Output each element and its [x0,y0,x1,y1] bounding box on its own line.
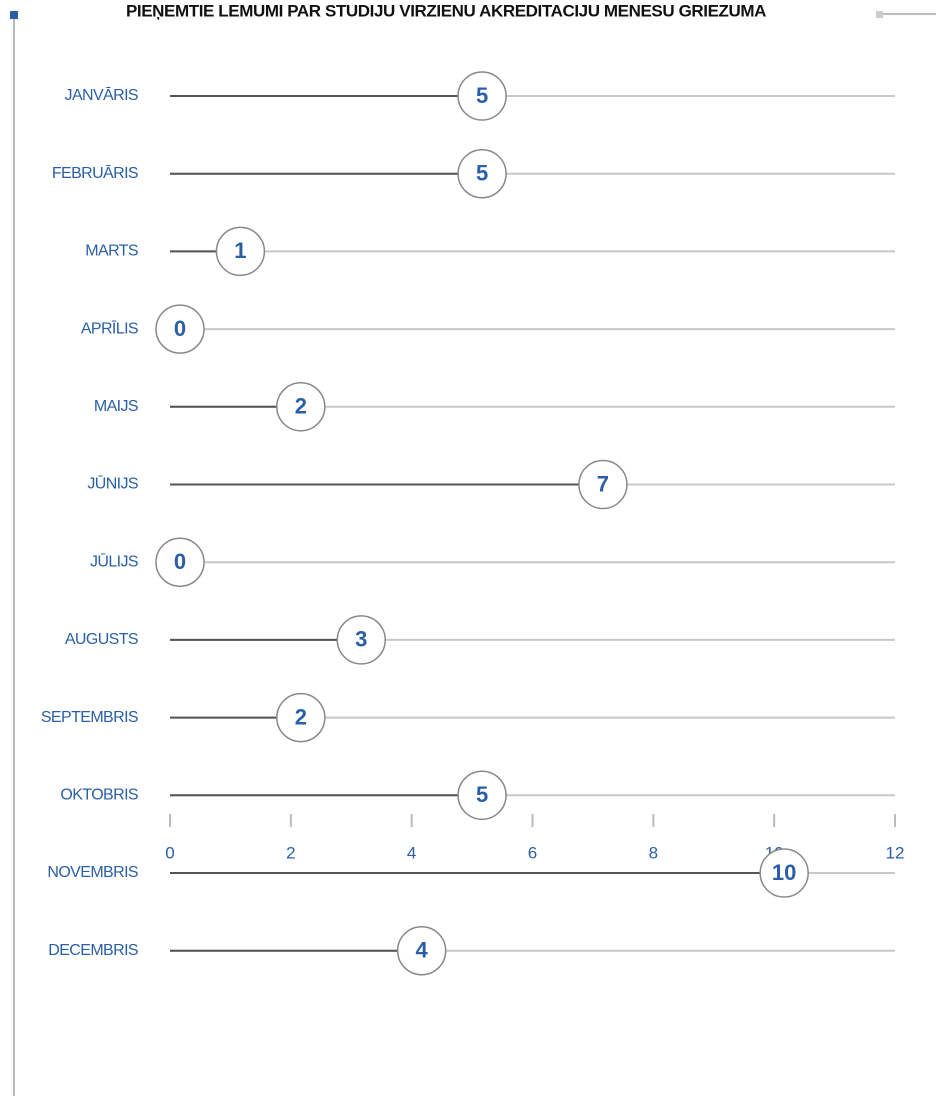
value-label: 3 [355,627,367,652]
y-tick-label: JŪLIJS [90,552,138,570]
y-tick-label: DECEMBRIS [48,942,138,959]
x-tick-label: 4 [407,843,416,862]
y-tick-label: JANVĀRIS [65,86,138,104]
x-tick-label: 8 [649,843,658,862]
value-label: 1 [234,238,246,263]
y-tick-label: OKTOBRIS [60,787,138,804]
y-tick-label: SEPTEMBRIS [41,709,138,726]
x-tick-label: 0 [165,843,174,862]
frame-marker [876,11,883,18]
value-label: 2 [295,394,307,419]
y-tick-label: AUGUSTS [65,631,138,648]
value-label: 10 [772,860,796,885]
dot [155,537,205,587]
dot [276,692,326,743]
value-label: 5 [476,782,488,807]
y-tick-label: FEBRUĀRIS [52,164,138,182]
value-label: 0 [174,549,186,574]
value-label: 5 [476,83,488,108]
value-label: 4 [416,938,429,963]
dot [396,925,447,976]
value-label: 7 [597,471,609,496]
dot [276,382,326,432]
dot [578,459,628,510]
x-tick-label: 6 [528,843,537,862]
dot [215,226,266,277]
dot [457,71,507,121]
y-tick-label: MARTS [85,243,138,260]
value-label: 5 [476,161,488,186]
value-label: 2 [295,704,307,729]
x-tick-label: 2 [286,843,295,862]
dot [155,304,205,354]
value-label: 0 [174,316,186,341]
dot [336,615,386,665]
y-tick-label: NOVEMBRIS [47,864,138,881]
chart-title: PIEŅEMTIE LEMUMI PAR STUDIJU VIRZIENU AK… [126,1,766,20]
x-tick-label: 12 [886,843,905,862]
dot [457,770,507,821]
y-tick-label: APRĪLIS [81,319,138,337]
y-tick-label: MAIJS [94,398,138,415]
frame-marker [10,11,18,19]
dot [457,148,507,199]
dot [759,848,809,898]
y-tick-label: JŪNIJS [87,475,138,493]
